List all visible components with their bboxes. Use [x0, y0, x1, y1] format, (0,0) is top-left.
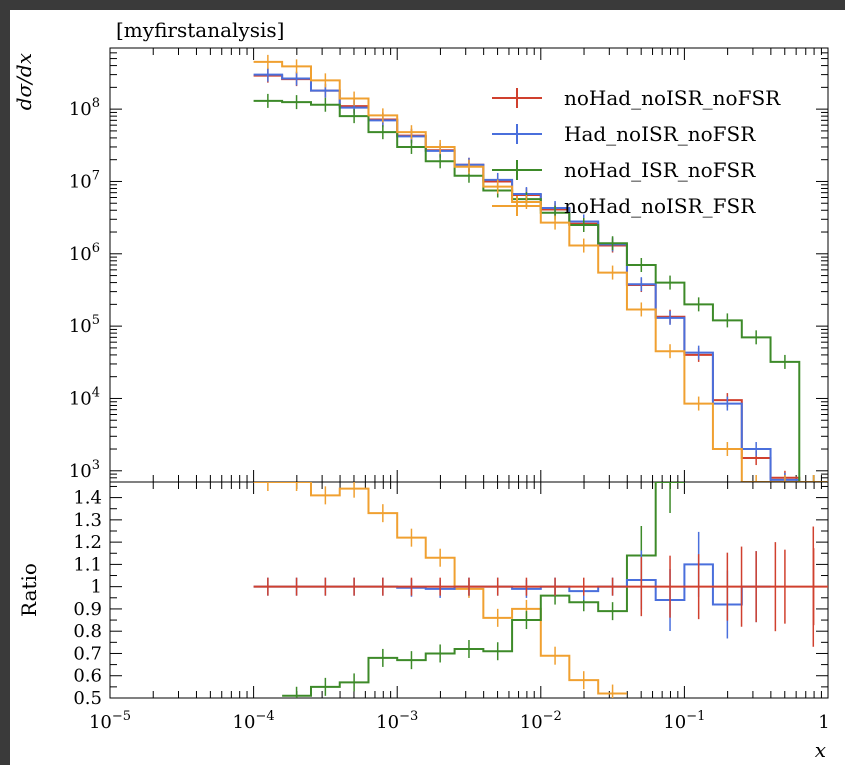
legend-label: Had_noISR_noFSR	[564, 122, 756, 146]
x-tick-label: 10−2	[520, 709, 562, 733]
ratio-y-tick-label: 1.1	[73, 554, 102, 575]
ratio-y-tick-label: 1.3	[73, 510, 102, 531]
window-frame-left	[0, 0, 10, 765]
legend-label: noHad_ISR_noFSR	[564, 158, 756, 182]
ratio-panel: 0.50.60.70.80.911.11.21.31.410−5 10−4 10−3…	[17, 481, 830, 762]
legend: noHad_noISR_noFSR Had_noISR_noFSR noHad_IS…	[492, 86, 781, 218]
ratio-y-tick-label: 0.5	[73, 688, 102, 709]
ratio-y-tick-label: 0.6	[73, 666, 102, 687]
ratio-y-tick-label: 1	[91, 577, 102, 598]
x-axis-label: x	[815, 738, 826, 762]
ratio-y-tick-label: 0.8	[73, 621, 102, 642]
x-tick-label: 10−4	[233, 709, 275, 733]
ratio-axis-label: Ratio	[17, 563, 41, 617]
y-tick-label: 107	[69, 168, 100, 192]
y-tick-label: 105	[69, 313, 100, 337]
y-tick-label: 103	[69, 458, 100, 482]
ratio-frame	[109, 481, 829, 699]
x-tick-label: 10−3	[376, 709, 418, 733]
ratio-y-tick-label: 0.9	[73, 599, 102, 620]
x-tick-label: 1	[818, 712, 829, 733]
plot-title: [myfirstanalysis]	[116, 18, 284, 42]
legend-label: noHad_noISR_noFSR	[564, 86, 781, 110]
y-axis-label: dσ/dx	[12, 53, 36, 110]
ratio-line-Had_noISR_noFSR	[253, 563, 771, 606]
x-tick-label: 10−5	[89, 709, 131, 733]
y-tick-label: 106	[69, 241, 100, 265]
legend-label: noHad_noISR_FSR	[564, 194, 756, 218]
ratio-y-tick-label: 1.4	[73, 488, 102, 509]
y-tick-label: 104	[69, 385, 100, 409]
x-tick-label: 10−1	[663, 709, 705, 733]
window-frame-top	[0, 0, 845, 10]
ratio-y-tick-label: 1.2	[73, 532, 102, 553]
ratio-y-tick-label: 0.7	[73, 643, 102, 664]
main-frame	[109, 47, 829, 483]
main-noHad_noISR_FSR	[253, 54, 828, 482]
y-tick-label: 108	[69, 96, 100, 120]
main-panel: 103 104 105 106 107 108 dσ/dx	[12, 47, 829, 483]
ratio-line-noHad_noISR_FSR	[253, 482, 627, 695]
